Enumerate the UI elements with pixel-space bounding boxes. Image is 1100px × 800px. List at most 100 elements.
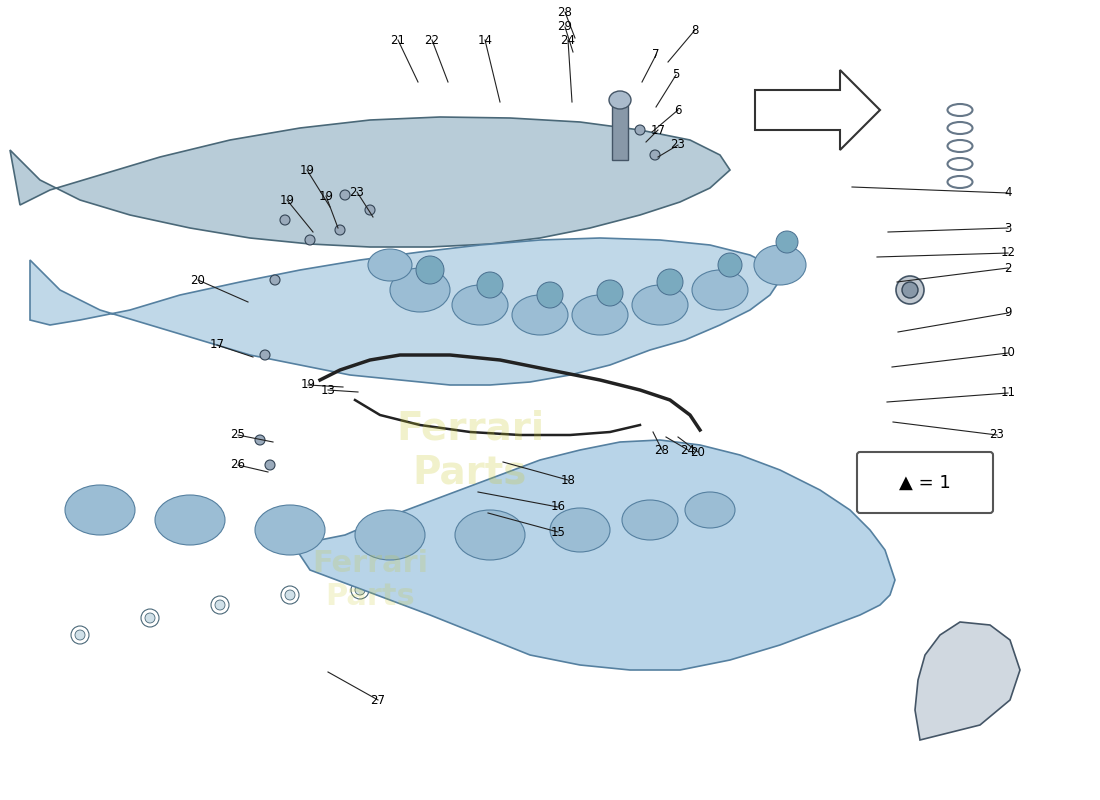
Ellipse shape bbox=[718, 253, 743, 277]
Ellipse shape bbox=[255, 435, 265, 445]
Text: 13: 13 bbox=[320, 383, 336, 397]
Text: 19: 19 bbox=[319, 190, 333, 202]
Text: 11: 11 bbox=[1001, 386, 1015, 399]
Ellipse shape bbox=[336, 225, 345, 235]
Text: 23: 23 bbox=[671, 138, 685, 151]
Ellipse shape bbox=[650, 150, 660, 160]
Text: 5: 5 bbox=[672, 69, 680, 82]
Ellipse shape bbox=[537, 282, 563, 308]
Ellipse shape bbox=[155, 495, 226, 545]
Ellipse shape bbox=[621, 500, 678, 540]
Ellipse shape bbox=[355, 510, 425, 560]
Ellipse shape bbox=[651, 619, 669, 637]
Ellipse shape bbox=[776, 231, 798, 253]
Ellipse shape bbox=[902, 282, 918, 298]
Ellipse shape bbox=[355, 585, 365, 595]
Ellipse shape bbox=[390, 268, 450, 312]
Ellipse shape bbox=[491, 581, 509, 599]
Ellipse shape bbox=[75, 630, 85, 640]
Ellipse shape bbox=[211, 596, 229, 614]
Text: 22: 22 bbox=[425, 34, 440, 46]
Ellipse shape bbox=[425, 583, 435, 593]
Text: 3: 3 bbox=[1004, 222, 1012, 234]
FancyBboxPatch shape bbox=[857, 452, 993, 513]
Ellipse shape bbox=[260, 350, 270, 360]
Polygon shape bbox=[290, 440, 895, 670]
Text: 27: 27 bbox=[371, 694, 385, 706]
Text: 20: 20 bbox=[691, 446, 705, 458]
Ellipse shape bbox=[452, 285, 508, 325]
Text: 16: 16 bbox=[550, 501, 565, 514]
Ellipse shape bbox=[255, 505, 324, 555]
Ellipse shape bbox=[556, 593, 565, 603]
Text: 15: 15 bbox=[551, 526, 565, 538]
Ellipse shape bbox=[495, 585, 505, 595]
Text: 17: 17 bbox=[650, 123, 666, 137]
Text: 23: 23 bbox=[990, 429, 1004, 442]
Text: 25: 25 bbox=[231, 429, 245, 442]
Ellipse shape bbox=[416, 256, 444, 284]
Text: ▲ = 1: ▲ = 1 bbox=[899, 474, 950, 492]
Polygon shape bbox=[10, 117, 730, 247]
Ellipse shape bbox=[65, 485, 135, 535]
Ellipse shape bbox=[685, 492, 735, 528]
Bar bbox=[612, 105, 628, 160]
Text: 19: 19 bbox=[300, 378, 316, 391]
Ellipse shape bbox=[896, 276, 924, 304]
Text: 23: 23 bbox=[350, 186, 364, 198]
Text: 2: 2 bbox=[1004, 262, 1012, 274]
Text: 28: 28 bbox=[654, 443, 670, 457]
Ellipse shape bbox=[685, 640, 695, 650]
Text: 12: 12 bbox=[1001, 246, 1015, 259]
Ellipse shape bbox=[455, 510, 525, 560]
Ellipse shape bbox=[351, 581, 369, 599]
Ellipse shape bbox=[597, 280, 623, 306]
Text: 26: 26 bbox=[231, 458, 245, 471]
Ellipse shape bbox=[365, 205, 375, 215]
Text: 24: 24 bbox=[681, 443, 695, 457]
Ellipse shape bbox=[270, 275, 280, 285]
Polygon shape bbox=[915, 622, 1020, 740]
Text: 20: 20 bbox=[190, 274, 206, 286]
Ellipse shape bbox=[692, 270, 748, 310]
Text: 24: 24 bbox=[561, 34, 575, 46]
Ellipse shape bbox=[635, 125, 645, 135]
Ellipse shape bbox=[551, 589, 569, 607]
Text: 10: 10 bbox=[1001, 346, 1015, 359]
Ellipse shape bbox=[280, 586, 299, 604]
Polygon shape bbox=[755, 70, 880, 150]
Text: 7: 7 bbox=[652, 49, 660, 62]
Text: 21: 21 bbox=[390, 34, 406, 46]
Ellipse shape bbox=[265, 460, 275, 470]
Ellipse shape bbox=[305, 235, 315, 245]
Ellipse shape bbox=[285, 590, 295, 600]
Ellipse shape bbox=[421, 579, 439, 597]
Ellipse shape bbox=[657, 269, 683, 295]
Text: 8: 8 bbox=[691, 23, 698, 37]
Text: 4: 4 bbox=[1004, 186, 1012, 199]
Ellipse shape bbox=[632, 285, 688, 325]
Text: 9: 9 bbox=[1004, 306, 1012, 319]
Text: 19: 19 bbox=[299, 163, 315, 177]
Ellipse shape bbox=[681, 636, 698, 654]
Ellipse shape bbox=[214, 600, 225, 610]
Ellipse shape bbox=[72, 626, 89, 644]
Ellipse shape bbox=[754, 245, 806, 285]
Ellipse shape bbox=[609, 91, 631, 109]
Ellipse shape bbox=[145, 613, 155, 623]
Ellipse shape bbox=[654, 623, 666, 633]
Ellipse shape bbox=[141, 609, 160, 627]
Ellipse shape bbox=[477, 272, 503, 298]
Ellipse shape bbox=[610, 601, 629, 619]
Text: Ferrari
Parts: Ferrari Parts bbox=[312, 549, 428, 611]
Text: 29: 29 bbox=[558, 21, 572, 34]
Ellipse shape bbox=[340, 190, 350, 200]
Ellipse shape bbox=[550, 508, 610, 552]
Text: 6: 6 bbox=[674, 103, 682, 117]
Text: 17: 17 bbox=[209, 338, 224, 351]
Ellipse shape bbox=[368, 249, 412, 281]
Text: 18: 18 bbox=[561, 474, 575, 486]
Text: 19: 19 bbox=[279, 194, 295, 206]
Ellipse shape bbox=[280, 215, 290, 225]
Ellipse shape bbox=[512, 295, 568, 335]
